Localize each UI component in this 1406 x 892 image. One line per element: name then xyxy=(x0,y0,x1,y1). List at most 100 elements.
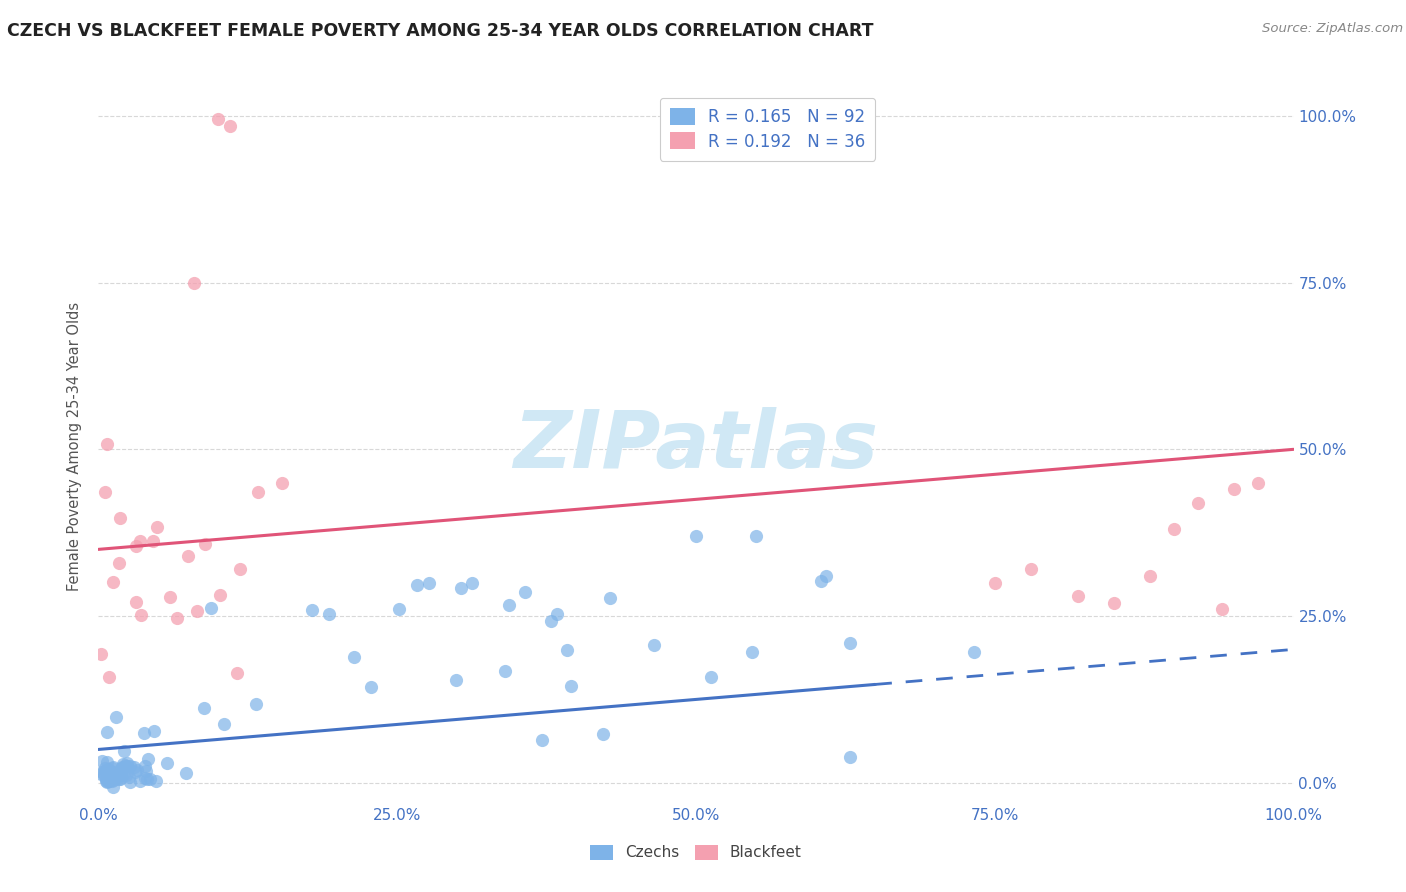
Point xyxy=(98,764,121,778)
Point xyxy=(101,759,124,773)
Point xyxy=(685,529,707,543)
Text: ZIPatlas: ZIPatlas xyxy=(513,407,879,485)
Point xyxy=(1211,602,1233,616)
Point xyxy=(194,537,217,551)
Y-axis label: Female Poverty Among 25-34 Year Olds: Female Poverty Among 25-34 Year Olds xyxy=(67,301,83,591)
Point xyxy=(1139,569,1161,583)
Text: Source: ZipAtlas.com: Source: ZipAtlas.com xyxy=(1263,22,1403,36)
Point xyxy=(108,772,131,786)
Point xyxy=(115,768,138,782)
Point xyxy=(91,764,114,779)
Point xyxy=(156,756,179,771)
Point xyxy=(104,770,127,784)
Point xyxy=(1102,596,1125,610)
Point xyxy=(101,780,124,794)
Legend: Czechs, Blackfeet: Czechs, Blackfeet xyxy=(583,838,808,866)
Point xyxy=(460,575,482,590)
Point xyxy=(810,574,832,588)
Point xyxy=(134,759,156,773)
Point xyxy=(94,764,117,778)
Point xyxy=(1246,475,1268,490)
Point xyxy=(186,604,208,618)
Point xyxy=(145,774,167,789)
Point xyxy=(131,608,153,623)
Point xyxy=(104,771,127,785)
Point xyxy=(98,774,121,789)
Point xyxy=(146,519,169,533)
Point xyxy=(592,727,614,741)
Point xyxy=(96,772,118,787)
Point xyxy=(91,754,114,768)
Point xyxy=(97,773,120,788)
Point xyxy=(207,112,229,127)
Point xyxy=(135,764,157,778)
Point xyxy=(104,710,127,724)
Point xyxy=(96,725,118,739)
Point xyxy=(388,602,411,616)
Point xyxy=(107,772,129,786)
Point xyxy=(174,766,197,780)
Point xyxy=(112,744,135,758)
Point xyxy=(120,775,142,789)
Point xyxy=(94,485,117,500)
Point xyxy=(643,638,665,652)
Point xyxy=(117,756,139,771)
Point xyxy=(101,772,124,787)
Point xyxy=(110,768,132,782)
Point xyxy=(546,607,568,621)
Point xyxy=(418,576,440,591)
Point xyxy=(1187,496,1209,510)
Point xyxy=(97,762,120,776)
Point xyxy=(318,607,340,622)
Point xyxy=(96,775,118,789)
Point xyxy=(200,600,222,615)
Point xyxy=(814,568,837,582)
Point xyxy=(1067,589,1090,603)
Point xyxy=(94,774,117,789)
Point xyxy=(531,733,554,747)
Point xyxy=(177,549,200,563)
Point xyxy=(599,591,621,605)
Point xyxy=(98,770,121,784)
Point xyxy=(125,763,148,777)
Point xyxy=(166,611,188,625)
Point xyxy=(134,771,156,785)
Point xyxy=(122,760,145,774)
Point xyxy=(108,511,131,525)
Point xyxy=(1019,562,1042,576)
Point xyxy=(118,758,141,772)
Point xyxy=(159,590,181,604)
Point xyxy=(560,679,582,693)
Point xyxy=(838,636,860,650)
Point xyxy=(515,585,537,599)
Point xyxy=(101,774,124,789)
Point xyxy=(209,588,232,602)
Point xyxy=(101,769,124,783)
Point xyxy=(444,673,467,688)
Point xyxy=(129,773,152,788)
Point xyxy=(183,276,205,290)
Point xyxy=(103,764,125,779)
Point xyxy=(101,761,124,775)
Point xyxy=(136,752,159,766)
Point xyxy=(111,767,134,781)
Point xyxy=(96,756,118,770)
Point xyxy=(229,562,252,576)
Point xyxy=(135,772,157,786)
Point xyxy=(360,680,382,694)
Point xyxy=(225,665,247,680)
Point xyxy=(219,119,242,133)
Point xyxy=(111,757,134,772)
Point xyxy=(247,484,270,499)
Point xyxy=(745,529,768,543)
Point xyxy=(143,724,166,739)
Point xyxy=(117,770,139,784)
Point xyxy=(125,594,148,608)
Point xyxy=(212,717,235,731)
Point xyxy=(741,645,763,659)
Point xyxy=(700,670,723,684)
Point xyxy=(450,581,472,595)
Point xyxy=(125,539,148,553)
Point xyxy=(90,766,112,780)
Point xyxy=(555,643,578,657)
